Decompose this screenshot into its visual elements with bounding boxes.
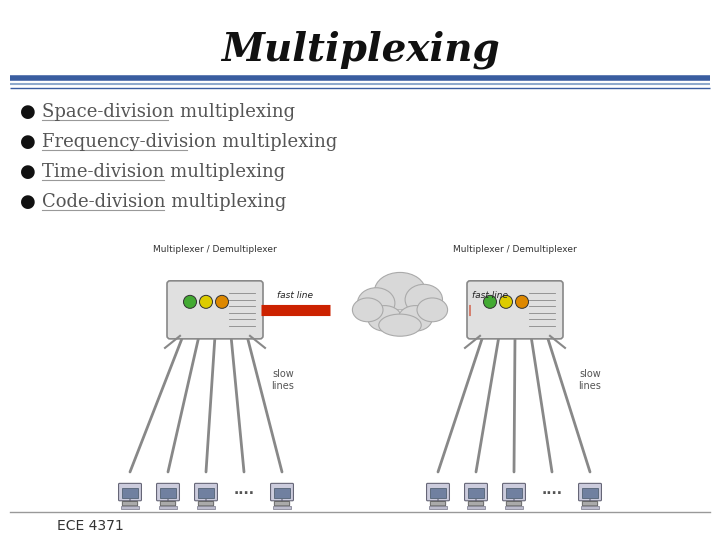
Ellipse shape bbox=[379, 314, 421, 336]
FancyBboxPatch shape bbox=[579, 483, 601, 501]
Text: ....: .... bbox=[233, 483, 254, 497]
FancyBboxPatch shape bbox=[156, 483, 179, 501]
Text: ....: .... bbox=[541, 483, 562, 497]
Bar bbox=[429, 506, 447, 509]
Ellipse shape bbox=[352, 298, 383, 322]
FancyBboxPatch shape bbox=[274, 502, 289, 506]
FancyBboxPatch shape bbox=[198, 502, 214, 506]
Bar bbox=[159, 506, 177, 509]
Text: Code-division multiplexing: Code-division multiplexing bbox=[42, 193, 287, 211]
Bar bbox=[467, 506, 485, 509]
Bar bbox=[505, 506, 523, 509]
Bar bbox=[121, 506, 139, 509]
Text: Space-division multiplexing: Space-division multiplexing bbox=[42, 103, 295, 121]
Text: slow
lines: slow lines bbox=[271, 369, 294, 391]
Text: ●: ● bbox=[20, 193, 36, 211]
Text: ●: ● bbox=[20, 133, 36, 151]
Bar bbox=[161, 488, 176, 497]
Text: fast line: fast line bbox=[472, 292, 508, 300]
FancyBboxPatch shape bbox=[119, 483, 141, 501]
Bar bbox=[581, 506, 599, 509]
FancyBboxPatch shape bbox=[467, 281, 563, 339]
Text: ECE 4371: ECE 4371 bbox=[57, 519, 123, 533]
Circle shape bbox=[199, 295, 212, 308]
Bar bbox=[431, 488, 446, 497]
Bar bbox=[198, 488, 214, 497]
Ellipse shape bbox=[417, 298, 448, 322]
Bar bbox=[197, 506, 215, 509]
FancyBboxPatch shape bbox=[464, 483, 487, 501]
Ellipse shape bbox=[374, 272, 426, 310]
Ellipse shape bbox=[368, 306, 402, 331]
Ellipse shape bbox=[405, 285, 443, 315]
FancyBboxPatch shape bbox=[271, 483, 294, 501]
Text: Frequency-division multiplexing: Frequency-division multiplexing bbox=[42, 133, 338, 151]
Bar bbox=[273, 506, 291, 509]
FancyBboxPatch shape bbox=[426, 483, 449, 501]
Text: Multiplexer / Demultiplexer: Multiplexer / Demultiplexer bbox=[153, 245, 277, 254]
Bar bbox=[274, 488, 289, 497]
FancyBboxPatch shape bbox=[431, 502, 446, 506]
FancyBboxPatch shape bbox=[503, 483, 526, 501]
Bar bbox=[468, 488, 484, 497]
Ellipse shape bbox=[358, 288, 395, 319]
Bar bbox=[582, 488, 598, 497]
Bar bbox=[506, 488, 522, 497]
FancyBboxPatch shape bbox=[161, 502, 176, 506]
Text: fast line: fast line bbox=[277, 292, 313, 300]
FancyBboxPatch shape bbox=[468, 502, 484, 506]
Text: slow
lines: slow lines bbox=[579, 369, 601, 391]
Text: Time-division multiplexing: Time-division multiplexing bbox=[42, 163, 285, 181]
Circle shape bbox=[516, 295, 528, 308]
FancyBboxPatch shape bbox=[194, 483, 217, 501]
FancyBboxPatch shape bbox=[582, 502, 598, 506]
FancyBboxPatch shape bbox=[167, 281, 263, 339]
Circle shape bbox=[484, 295, 497, 308]
FancyBboxPatch shape bbox=[122, 502, 138, 506]
Bar bbox=[122, 488, 138, 497]
Text: ●: ● bbox=[20, 103, 36, 121]
Circle shape bbox=[215, 295, 228, 308]
Text: Multiplexing: Multiplexing bbox=[221, 31, 499, 69]
Circle shape bbox=[184, 295, 197, 308]
Text: Multiplexer / Demultiplexer: Multiplexer / Demultiplexer bbox=[453, 245, 577, 254]
Circle shape bbox=[500, 295, 513, 308]
Text: ●: ● bbox=[20, 163, 36, 181]
FancyBboxPatch shape bbox=[506, 502, 522, 506]
Ellipse shape bbox=[398, 306, 432, 331]
